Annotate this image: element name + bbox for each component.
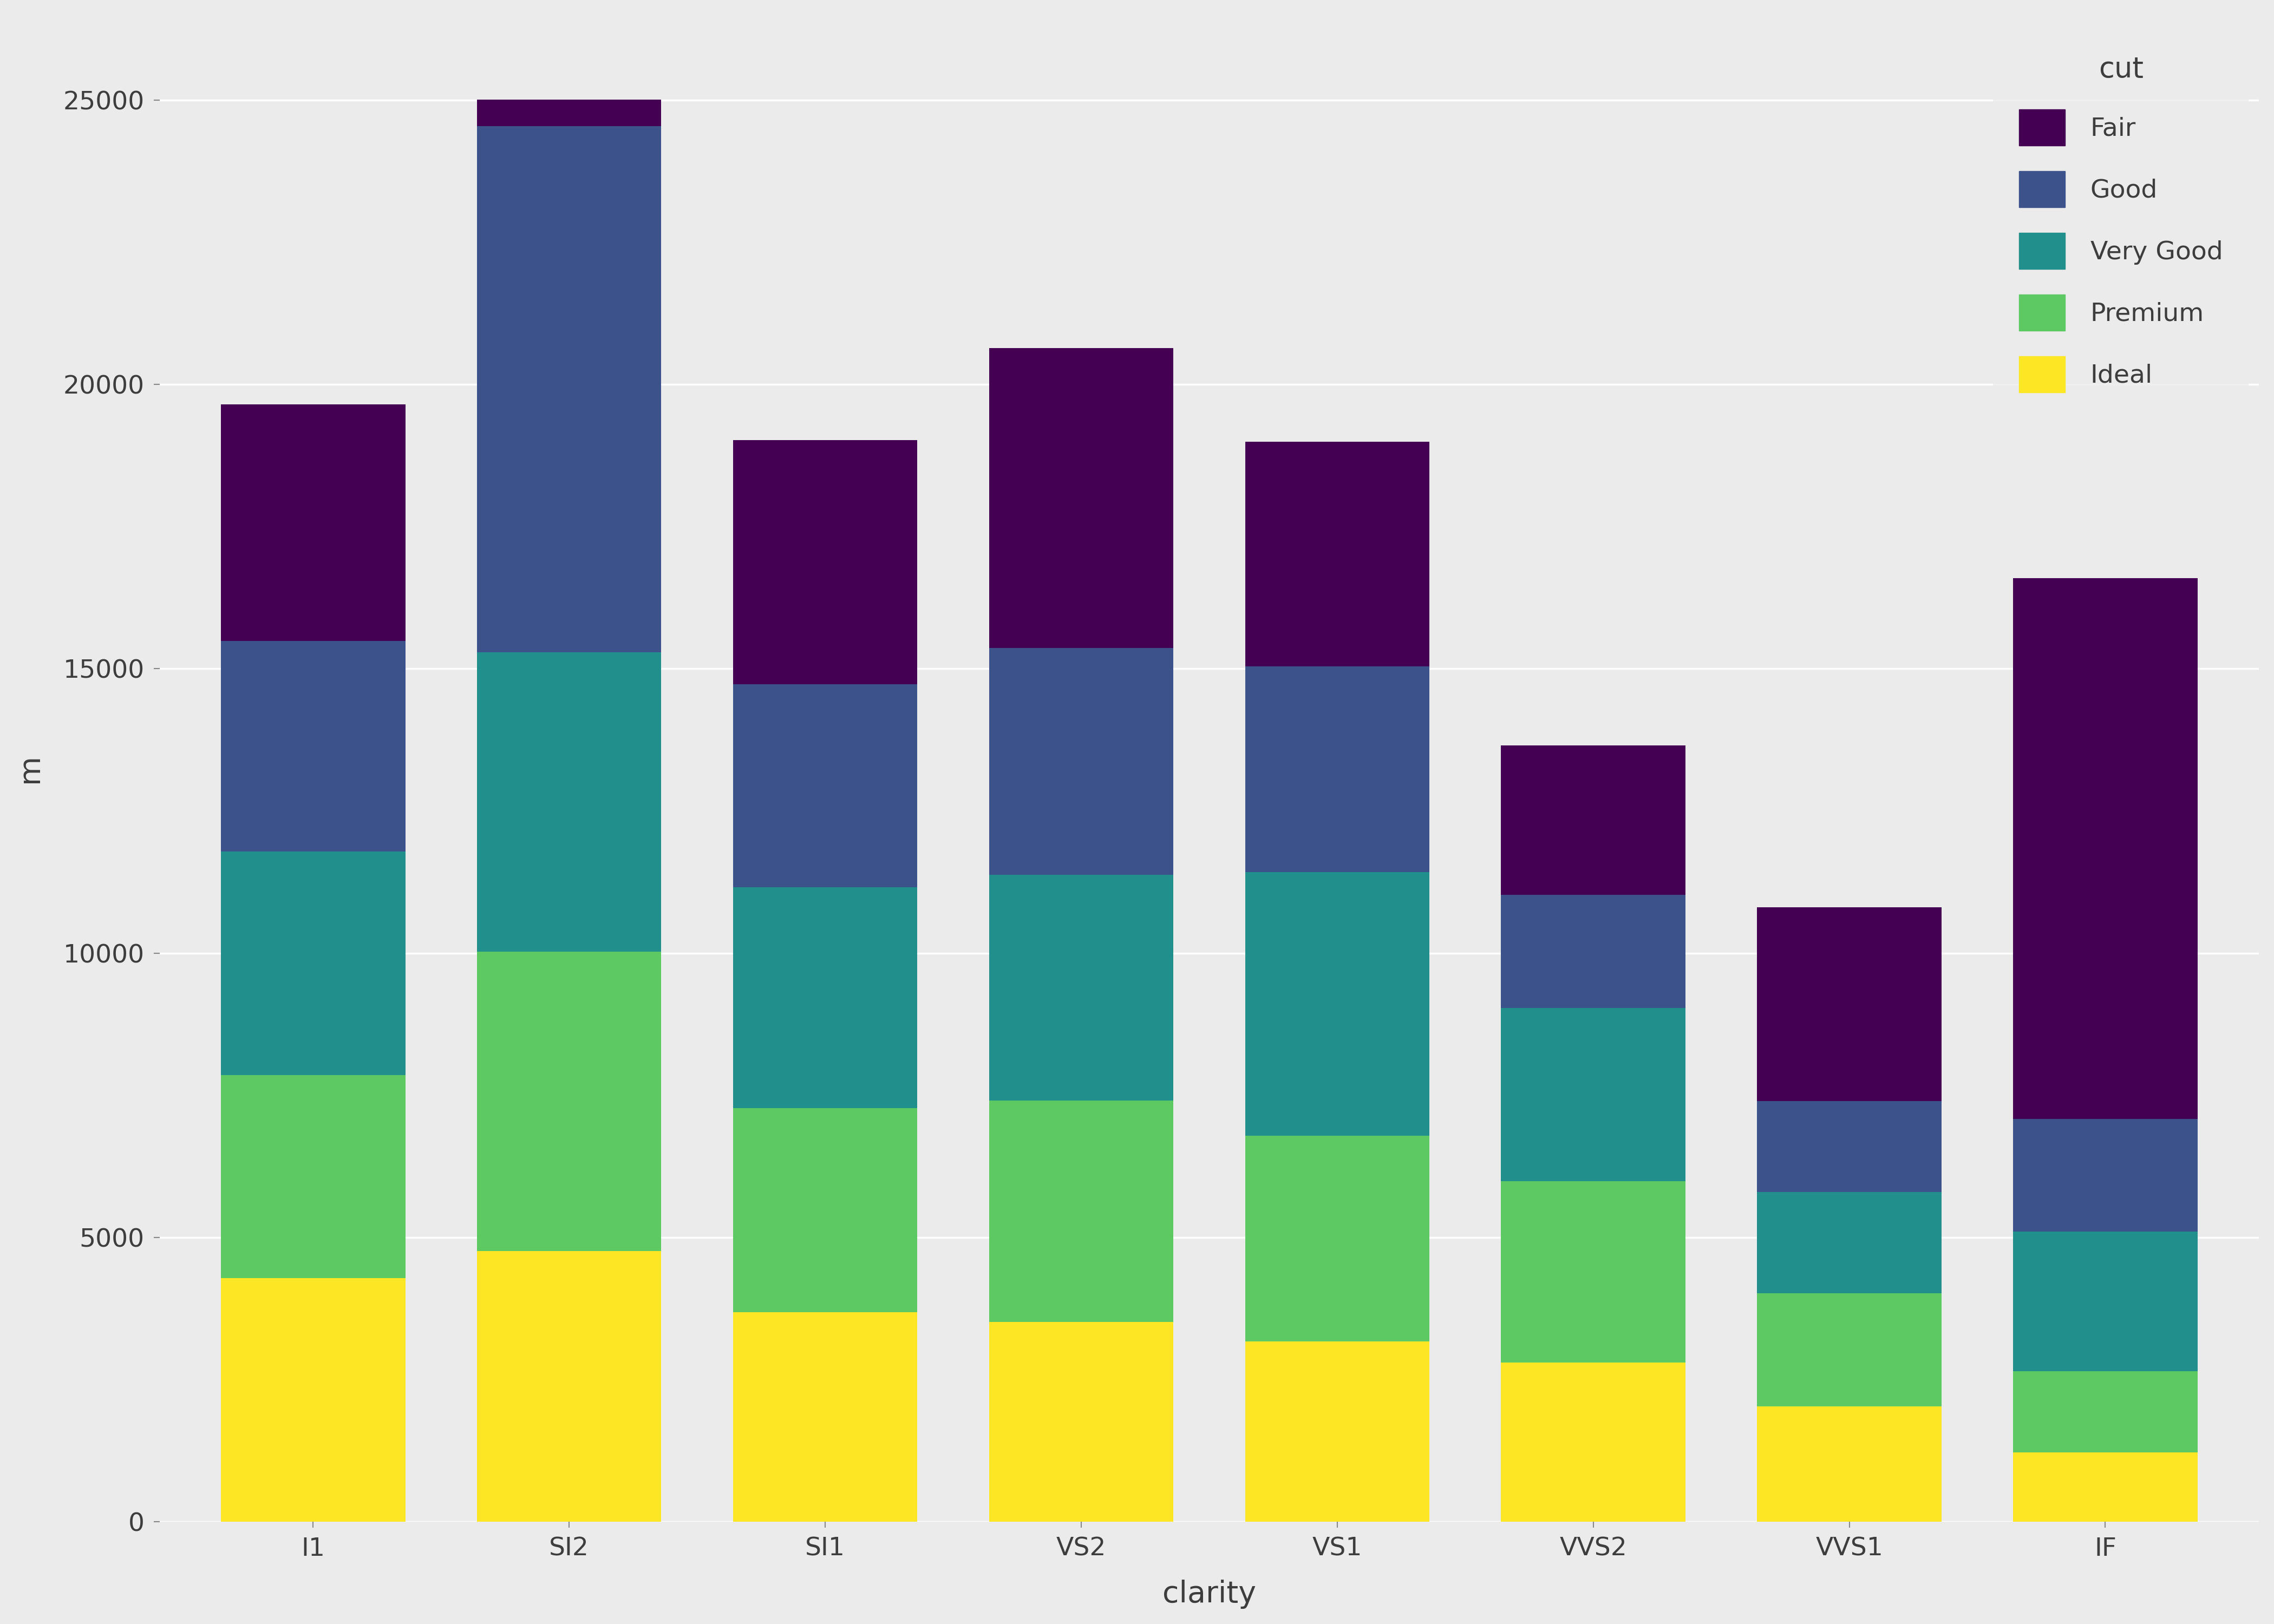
Bar — [1758, 1406, 1942, 1522]
X-axis label: clarity: clarity — [1162, 1580, 1255, 1609]
Bar — [478, 653, 662, 952]
Bar — [1501, 895, 1685, 1009]
Bar — [989, 1101, 1173, 1322]
Bar — [1501, 1363, 1685, 1522]
Bar — [732, 887, 916, 1108]
Bar — [1501, 745, 1685, 895]
Bar — [1501, 1181, 1685, 1363]
Bar — [732, 1312, 916, 1522]
Bar — [989, 875, 1173, 1101]
Bar — [1758, 1293, 1942, 1406]
Bar — [1758, 1192, 1942, 1293]
Bar — [732, 684, 916, 887]
Bar — [732, 1108, 916, 1312]
Bar — [2012, 1231, 2197, 1371]
Bar — [478, 127, 662, 653]
Y-axis label: m: m — [16, 754, 43, 783]
Bar — [1246, 1341, 1430, 1522]
Bar — [1501, 1009, 1685, 1181]
Bar — [2012, 1119, 2197, 1231]
Bar — [989, 348, 1173, 648]
Bar — [989, 648, 1173, 875]
Bar — [1246, 872, 1430, 1135]
Bar — [221, 851, 405, 1075]
Bar — [1758, 908, 1942, 1101]
Bar — [2012, 1371, 2197, 1452]
Bar — [989, 1322, 1173, 1522]
Bar — [221, 1278, 405, 1522]
Bar — [221, 404, 405, 641]
Bar — [1246, 442, 1430, 666]
Bar — [1246, 1135, 1430, 1341]
Bar — [221, 1075, 405, 1278]
Bar — [478, 952, 662, 1250]
Bar — [732, 440, 916, 684]
Legend: Fair, Good, Very Good, Premium, Ideal: Fair, Good, Very Good, Premium, Ideal — [1994, 31, 2249, 417]
Bar — [478, 1250, 662, 1522]
Bar — [478, 99, 662, 127]
Bar — [2012, 578, 2197, 1119]
Bar — [1246, 666, 1430, 872]
Bar — [2012, 1452, 2197, 1522]
Bar — [221, 641, 405, 851]
Bar — [1758, 1101, 1942, 1192]
